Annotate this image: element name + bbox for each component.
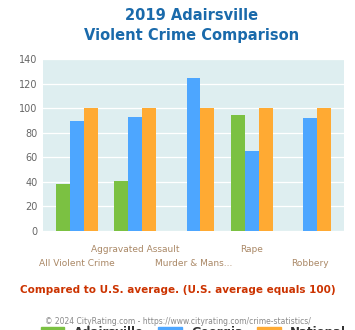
Text: All Violent Crime: All Violent Crime — [39, 259, 115, 268]
Bar — [258, 109, 273, 231]
Text: Robbery: Robbery — [291, 259, 328, 268]
Bar — [56, 184, 70, 231]
Legend: Adairsville, Georgia, National: Adairsville, Georgia, National — [37, 323, 350, 330]
Bar — [201, 109, 214, 231]
Bar — [186, 78, 201, 231]
Bar — [142, 109, 156, 231]
Bar — [84, 109, 98, 231]
Text: Rape: Rape — [240, 245, 263, 254]
Text: Violent Crime Comparison: Violent Crime Comparison — [84, 28, 299, 43]
Bar — [114, 181, 129, 231]
Bar — [303, 118, 317, 231]
Bar — [70, 121, 84, 231]
Bar — [317, 109, 331, 231]
Text: Aggravated Assault: Aggravated Assault — [91, 245, 180, 254]
Bar — [129, 117, 142, 231]
Bar — [245, 151, 258, 231]
Text: Compared to U.S. average. (U.S. average equals 100): Compared to U.S. average. (U.S. average … — [20, 285, 335, 295]
Text: © 2024 CityRating.com - https://www.cityrating.com/crime-statistics/: © 2024 CityRating.com - https://www.city… — [45, 317, 310, 326]
Bar — [231, 115, 245, 231]
Text: Murder & Mans...: Murder & Mans... — [155, 259, 232, 268]
Text: 2019 Adairsville: 2019 Adairsville — [125, 8, 258, 23]
